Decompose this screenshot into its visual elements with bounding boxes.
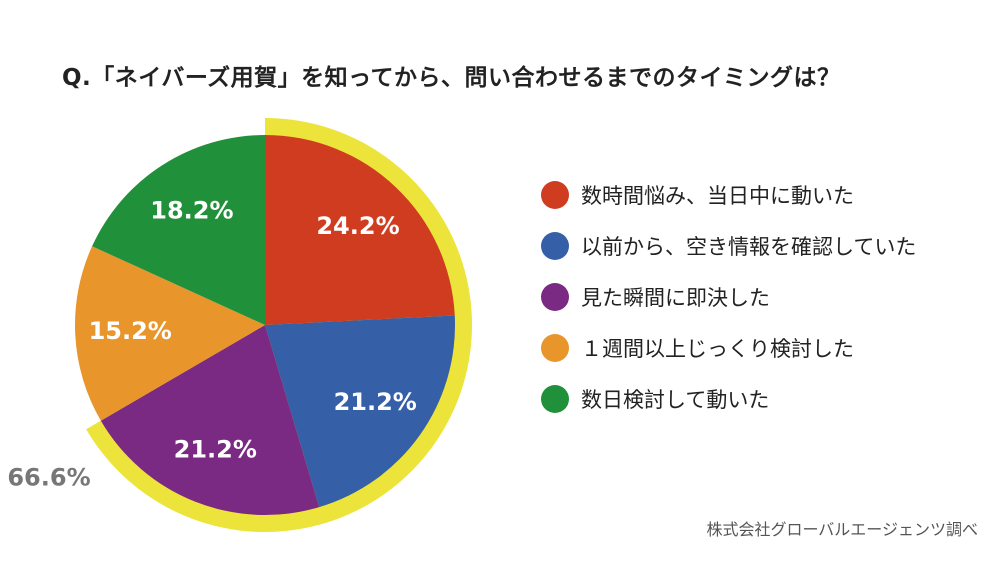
chart-title: Q.「ネイバーズ用賀」を知ってから、問い合わせるまでのタイミングは？ (62, 65, 841, 91)
pie-slice (74, 246, 265, 421)
legend-item: 数時間悩み、当日中に動いた (541, 178, 916, 212)
legend: 数時間悩み、当日中に動いた以前から、空き情報を確認していた 見た瞬間に即決した １週… (541, 178, 916, 433)
slice-value-label: 15.2% (89, 317, 172, 345)
source-note: 株式会社グローバルエージェンツ調べ (706, 520, 978, 539)
slice-value-label: 24.2% (316, 212, 399, 240)
pie-slice (265, 315, 456, 508)
pie-slice (265, 135, 455, 325)
legend-label: １週間以上じっくり検討した (581, 337, 854, 361)
pie-slice (100, 325, 320, 516)
legend-swatch (541, 181, 569, 209)
legend-swatch (541, 385, 569, 413)
legend-item: 数日検討して動いた (541, 382, 916, 416)
legend-item: 以前から、空き情報を確認していた (541, 229, 916, 263)
legend-label: 以前から、空き情報を確認していた (581, 235, 917, 259)
legend-label: 数日検討して動いた (581, 388, 770, 412)
legend-label: 数時間悩み、当日中に動いた (581, 184, 854, 208)
highlight-total-label: 66.6% (7, 464, 90, 492)
slice-value-label: 21.2% (334, 388, 417, 416)
legend-swatch (541, 232, 569, 260)
legend-item: １週間以上じっくり検討した (541, 331, 916, 365)
legend-swatch (541, 334, 569, 362)
legend-item: 見た瞬間に即決した (541, 280, 916, 314)
pie-slice (92, 135, 265, 325)
slice-value-label: 21.2% (174, 436, 257, 464)
legend-label: 見た瞬間に即決した (581, 286, 770, 310)
slice-value-label: 18.2% (150, 197, 233, 225)
legend-swatch (541, 283, 569, 311)
